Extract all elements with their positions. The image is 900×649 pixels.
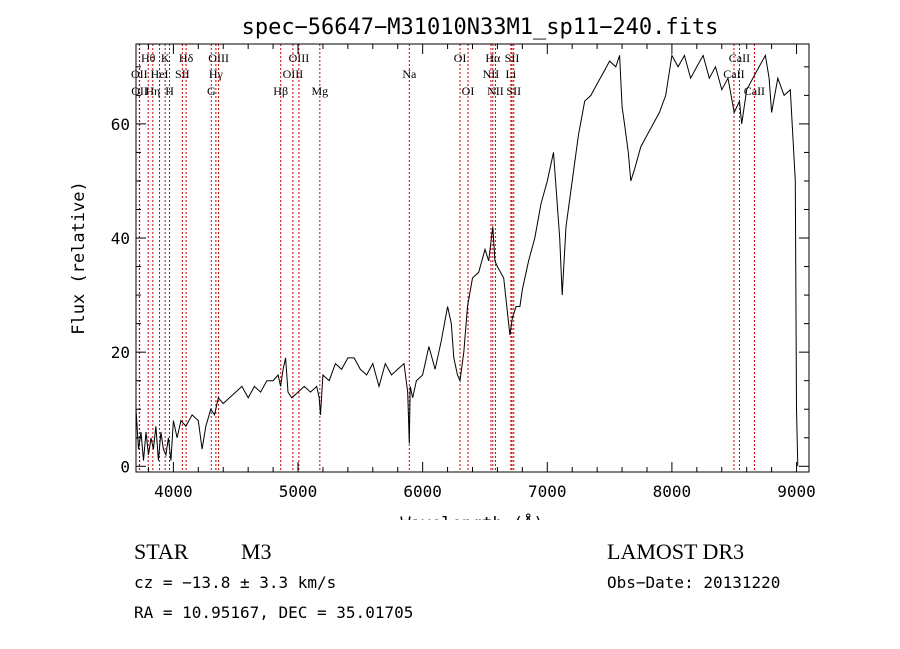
species-label: NII bbox=[483, 67, 500, 81]
species-label: SII bbox=[505, 51, 520, 65]
species-label: OIII bbox=[208, 51, 229, 65]
species-label: SII bbox=[175, 67, 190, 81]
spectrum-chart: spec−56647−M31010N33M1_sp11−240.fits Hθ O… bbox=[69, 15, 816, 520]
species-label: Hη bbox=[145, 84, 160, 98]
species-label: Mg bbox=[311, 84, 328, 98]
plot-frame bbox=[135, 43, 810, 473]
species-lines bbox=[138, 44, 755, 472]
species-label: OIII bbox=[283, 67, 304, 81]
axis-ticks bbox=[136, 44, 809, 472]
species-label: HeI bbox=[151, 67, 169, 81]
species-label: H bbox=[165, 84, 174, 98]
species-label: G bbox=[207, 84, 216, 98]
y-axis-label: Flux (relative) bbox=[69, 181, 89, 335]
object-class: STAR bbox=[134, 539, 189, 564]
redshift-cz: cz = −13.8 ± 3.3 km/s bbox=[134, 573, 337, 592]
spectrum-line bbox=[135, 53, 799, 467]
x-tick-label: 5000 bbox=[279, 482, 318, 501]
species-label: Na bbox=[402, 67, 417, 81]
x-tick-label: 4000 bbox=[154, 482, 193, 501]
coordinates: RA = 10.95167, DEC = 35.01705 bbox=[134, 603, 414, 622]
species-label: SII bbox=[506, 84, 521, 98]
x-tick-label: 7000 bbox=[528, 482, 567, 501]
species-label: CaII bbox=[729, 51, 750, 65]
species-label: CaII bbox=[723, 67, 744, 81]
species-label: OI bbox=[454, 51, 467, 65]
species-label: K bbox=[161, 51, 170, 65]
x-tick-label: 8000 bbox=[653, 482, 692, 501]
species-label: Hβ bbox=[273, 84, 288, 98]
object-subclass: M3 bbox=[241, 539, 272, 564]
y-tick-label: 40 bbox=[111, 229, 130, 248]
y-tick-labels: 0 20 40 60 bbox=[111, 115, 130, 476]
x-tick-label: 9000 bbox=[777, 482, 816, 501]
x-tick-label: 6000 bbox=[403, 482, 442, 501]
y-tick-label: 60 bbox=[111, 115, 130, 134]
survey-name: LAMOST DR3 bbox=[607, 539, 745, 564]
species-label: Hδ bbox=[179, 51, 194, 65]
species-label: Hθ bbox=[141, 51, 156, 65]
species-label: OII bbox=[131, 67, 148, 81]
species-label: Hγ bbox=[209, 67, 224, 81]
species-label: OI bbox=[462, 84, 475, 98]
observation-date: Obs−Date: 20131220 bbox=[607, 573, 781, 592]
species-label: OII bbox=[131, 84, 148, 98]
species-label: CaII bbox=[744, 84, 765, 98]
species-label: NII bbox=[487, 84, 504, 98]
y-tick-label: 20 bbox=[111, 343, 130, 362]
x-axis-label: Wavelength (Å) bbox=[400, 512, 543, 520]
species-label: Li bbox=[506, 67, 517, 81]
x-tick-labels: 4000 5000 6000 7000 8000 9000 bbox=[154, 482, 816, 501]
y-tick-label: 0 bbox=[120, 457, 130, 476]
chart-title: spec−56647−M31010N33M1_sp11−240.fits bbox=[242, 15, 719, 40]
species-label: OIII bbox=[289, 51, 310, 65]
species-label: Hα bbox=[485, 51, 501, 65]
